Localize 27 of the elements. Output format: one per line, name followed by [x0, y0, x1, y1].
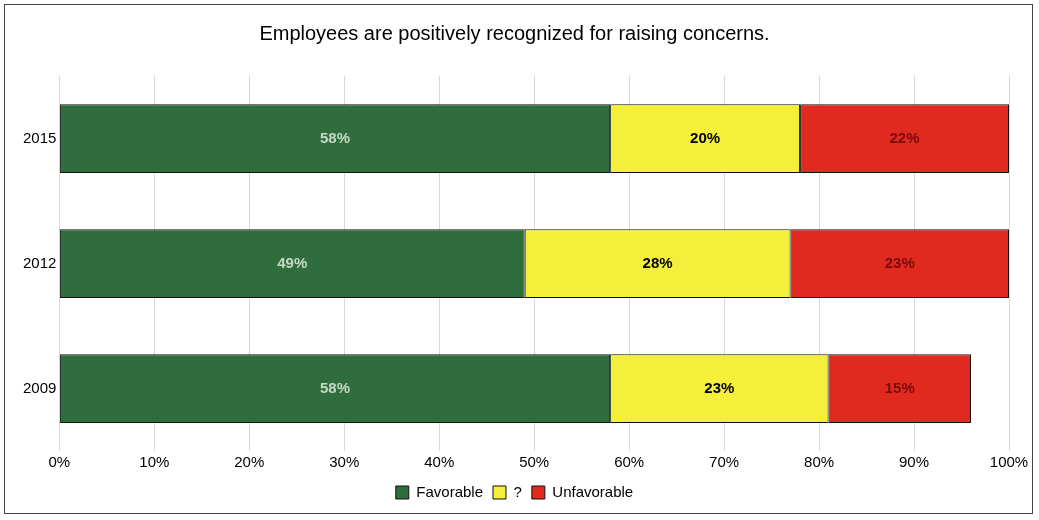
legend-label: ? [513, 482, 522, 500]
chart-title: Employees are positively recognized for raising concerns. [259, 21, 770, 44]
x-tick-label: 10% [139, 453, 170, 471]
data-label: 58% [320, 378, 351, 396]
x-tick-label: 70% [709, 453, 740, 471]
data-label: 20% [690, 128, 721, 146]
x-tick-label: 90% [899, 453, 930, 471]
data-label: 23% [704, 378, 735, 396]
data-label: 22% [889, 128, 920, 146]
data-label: 15% [884, 378, 915, 396]
x-tick-label: 80% [804, 453, 835, 471]
y-tick-label: 2015 [22, 128, 57, 146]
x-tick-label: 40% [424, 453, 455, 471]
data-label: 28% [642, 253, 673, 271]
x-tick-label: 30% [329, 453, 360, 471]
legend-label: Unfavorable [552, 482, 634, 500]
x-tick-label: 60% [614, 453, 645, 471]
x-tick-label: 100% [989, 453, 1029, 471]
x-tick-label: 20% [234, 453, 265, 471]
data-label: 23% [884, 253, 915, 271]
x-tick-label: 50% [519, 453, 550, 471]
data-label: 49% [277, 253, 308, 271]
legend-label: Favorable [416, 482, 483, 500]
y-tick-label: 2012 [22, 253, 57, 271]
y-tick-label: 2009 [22, 378, 57, 396]
x-tick-label: 0% [48, 453, 71, 471]
data-label: 58% [320, 128, 351, 146]
